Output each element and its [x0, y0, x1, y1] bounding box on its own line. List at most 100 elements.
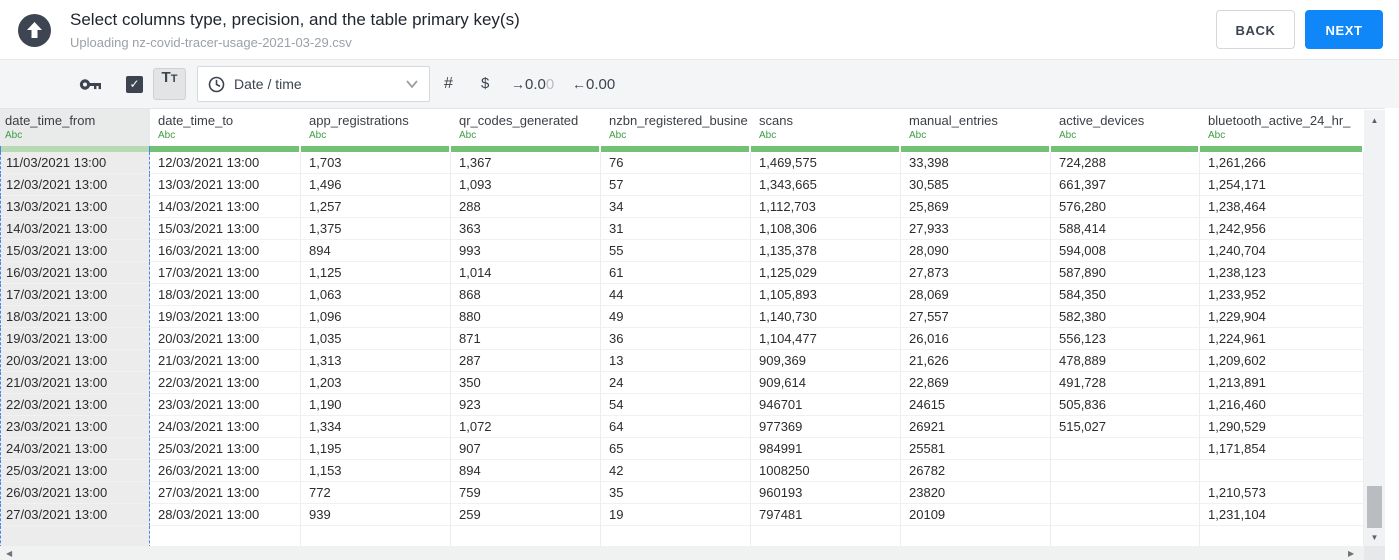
column-type-bar: [301, 146, 451, 152]
table-cell: 1,072: [451, 416, 601, 438]
column-header-app_registrations[interactable]: app_registrations Abc: [301, 109, 451, 146]
table-cell: 23820: [901, 482, 1051, 504]
table-cell: 15/03/2021 13:00: [150, 218, 301, 240]
back-button[interactable]: BACK: [1216, 10, 1295, 49]
table-cell: 505,836: [1051, 394, 1200, 416]
table-cell: 16/03/2021 13:00: [150, 240, 301, 262]
table-cell: 27,873: [901, 262, 1051, 284]
table-cell: 1,216,460: [1200, 394, 1364, 416]
table-cell: 13/03/2021 13:00: [150, 174, 301, 196]
table-cell: 18/03/2021 13:00: [0, 306, 150, 328]
decrease-decimal-button[interactable]: ←0.00: [572, 60, 615, 108]
column-type-bar: [0, 146, 150, 152]
table-cell: 24/03/2021 13:00: [0, 438, 150, 460]
column-name: qr_codes_generated: [459, 113, 579, 128]
table-cell: 1,703: [301, 152, 451, 174]
table-cell: 16/03/2021 13:00: [0, 262, 150, 284]
table-cell: 13/03/2021 13:00: [0, 196, 150, 218]
table-cell: [1051, 460, 1200, 482]
text-type-label-sub: T: [170, 73, 178, 85]
column-type-bar: [1200, 146, 1364, 152]
table-cell: 977369: [751, 416, 901, 438]
column-header-bluetooth_active_24_hr_[interactable]: bluetooth_active_24_hr_ Abc: [1200, 109, 1364, 146]
column-name: active_devices: [1059, 113, 1145, 128]
table-cell: 582,380: [1051, 306, 1200, 328]
column-type-label: Abc: [5, 130, 23, 141]
text-type-button[interactable]: TT: [153, 68, 186, 100]
column-header-date_time_from[interactable]: date_time_from Abc: [0, 109, 150, 146]
column-header-qr_codes_generated[interactable]: qr_codes_generated Abc: [451, 109, 601, 146]
table-row: 24/03/2021 13:00 25/03/2021 13:00 1,195 907…: [0, 438, 1385, 460]
scroll-up-icon[interactable]: ▲: [1370, 116, 1379, 125]
primary-key-icon[interactable]: [79, 60, 103, 108]
table-cell: [901, 526, 1051, 548]
table-cell: 1,108,306: [751, 218, 901, 240]
table-cell: 55: [601, 240, 751, 262]
currency-type-button[interactable]: $: [481, 75, 490, 92]
table-cell: 1,240,704: [1200, 240, 1364, 262]
scroll-left-icon[interactable]: ◀: [6, 549, 13, 558]
table-cell: 661,397: [1051, 174, 1200, 196]
table-cell: 772: [301, 482, 451, 504]
table-cell: 33,398: [901, 152, 1051, 174]
scrollbar-corner: [1364, 546, 1385, 560]
table-cell: 20109: [901, 504, 1051, 526]
table-cell: 587,890: [1051, 262, 1200, 284]
table-cell: [1051, 526, 1200, 548]
table-row: 27/03/2021 13:00 28/03/2021 13:00 939 259 19…: [0, 504, 1385, 526]
table-cell: [1200, 526, 1364, 548]
table-cell: 1,135,378: [751, 240, 901, 262]
table-cell: 1,343,665: [751, 174, 901, 196]
table-row: 16/03/2021 13:00 17/03/2021 13:00 1,125 1,0…: [0, 262, 1385, 284]
table-cell: 1,238,123: [1200, 262, 1364, 284]
table-cell: 27/03/2021 13:00: [150, 482, 301, 504]
table-cell: 1,290,529: [1200, 416, 1364, 438]
scroll-right-icon[interactable]: ▶: [1348, 549, 1355, 558]
table-cell: 960193: [751, 482, 901, 504]
datetime-type-dropdown[interactable]: Date / time: [197, 66, 430, 102]
table-cell: 1,105,893: [751, 284, 901, 306]
column-header-manual_entries[interactable]: manual_entries Abc: [901, 109, 1051, 146]
table-cell: [1051, 438, 1200, 460]
column-header-scans[interactable]: scans Abc: [751, 109, 901, 146]
column-name: scans: [759, 113, 793, 128]
table-cell: 49: [601, 306, 751, 328]
table-cell: 19: [601, 504, 751, 526]
table-cell: 588,414: [1051, 218, 1200, 240]
column-header-nzbn_registered_busine[interactable]: nzbn_registered_busine Abc: [601, 109, 751, 146]
number-type-button[interactable]: #: [444, 75, 453, 92]
table-cell: 287: [451, 350, 601, 372]
column-header-date_time_to[interactable]: date_time_to Abc: [150, 109, 301, 146]
column-include-checkbox[interactable]: ✓: [126, 76, 143, 93]
column-name: date_time_to: [158, 113, 234, 128]
column-type-bar: [150, 146, 301, 152]
increase-decimal-button[interactable]: →0.00: [511, 60, 554, 108]
table-row: 22/03/2021 13:00 23/03/2021 13:00 1,190 923…: [0, 394, 1385, 416]
table-cell: 1,171,854: [1200, 438, 1364, 460]
table-cell: 894: [451, 460, 601, 482]
next-button[interactable]: NEXT: [1305, 10, 1383, 49]
scroll-down-icon[interactable]: ▼: [1370, 533, 1379, 542]
table-cell: [451, 526, 601, 548]
table-cell: 27/03/2021 13:00: [0, 504, 150, 526]
table-cell: 26/03/2021 13:00: [0, 482, 150, 504]
table-cell: 923: [451, 394, 601, 416]
table-cell: 993: [451, 240, 601, 262]
table-cell: 1,190: [301, 394, 451, 416]
column-name: bluetooth_active_24_hr_: [1208, 113, 1351, 128]
vertical-scrollbar[interactable]: ▲ ▼: [1364, 110, 1385, 546]
table-cell: 1,035: [301, 328, 451, 350]
table-row: 17/03/2021 13:00 18/03/2021 13:00 1,063 868…: [0, 284, 1385, 306]
table-cell: [301, 526, 451, 548]
table-cell: 576,280: [1051, 196, 1200, 218]
table-cell: 556,123: [1051, 328, 1200, 350]
table-cell: 1,313: [301, 350, 451, 372]
horizontal-scrollbar[interactable]: ◀ ▶: [0, 546, 1364, 560]
table-cell: 363: [451, 218, 601, 240]
table-cell: 1,125,029: [751, 262, 901, 284]
table-cell: 1,233,952: [1200, 284, 1364, 306]
column-header-active_devices[interactable]: active_devices Abc: [1051, 109, 1200, 146]
table-cell: 15/03/2021 13:00: [0, 240, 150, 262]
vertical-scroll-thumb[interactable]: [1367, 486, 1382, 528]
table-row: 21/03/2021 13:00 22/03/2021 13:00 1,203 350…: [0, 372, 1385, 394]
